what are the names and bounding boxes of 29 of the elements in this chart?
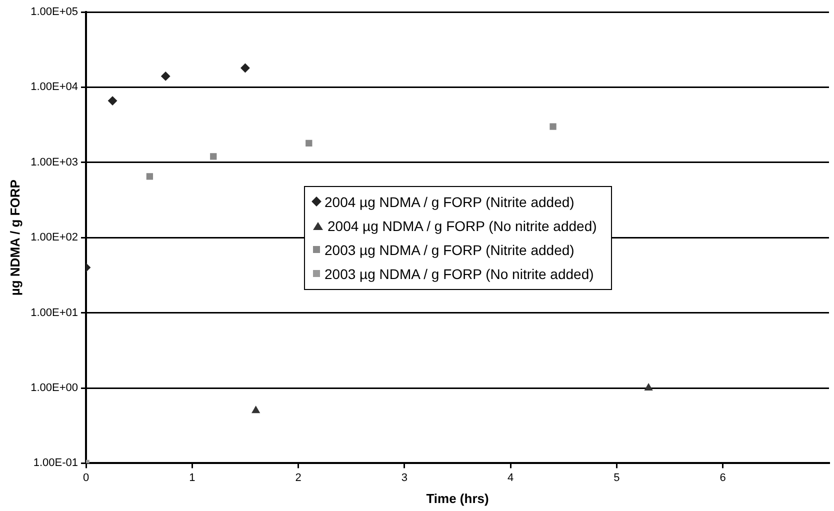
x-tick-label: 4 [508, 472, 514, 484]
y-tick-label: 1.00E-01 [33, 457, 78, 470]
legend-label: 2003 µg NDMA / g FORP (Nitrite added) [324, 240, 574, 260]
point [644, 384, 653, 390]
point [252, 406, 260, 414]
x-tick-label: 1 [189, 472, 196, 484]
point [306, 140, 312, 147]
y-axis-title: µg NDMA / g FORP [7, 179, 22, 296]
y-tick-label: 1.00E+04 [30, 81, 78, 94]
point [240, 64, 250, 73]
y-tick-label: 1.00E+05 [30, 6, 78, 18]
y-tick-label: 1.00E+00 [30, 382, 78, 394]
legend-label: 2003 µg NDMA / g FORP (No nitrite added) [324, 264, 594, 284]
y-tick-label: 1.00E+02 [30, 232, 78, 244]
x-tick-label: 2 [295, 472, 302, 484]
x-tick-label: 0 [82, 472, 90, 484]
x-axis-title: Time (hrs) [426, 490, 489, 506]
legend-label: 2004 µg NDMA / g FORP (Nitrite added) [324, 192, 574, 212]
x-tick-label: 5 [614, 472, 620, 484]
point [550, 123, 556, 130]
y-tick-label: 1.00E+01 [30, 306, 78, 319]
point [161, 72, 170, 81]
y-tick-label: 1.00E+03 [30, 156, 78, 168]
point [210, 153, 217, 160]
x-tick-label: 6 [720, 472, 726, 484]
x-tick-label: 3 [401, 472, 408, 484]
legend-label: 2004 µg NDMA / g FORP (No nitrite added) [328, 216, 597, 236]
point [108, 96, 118, 106]
point [146, 173, 154, 180]
